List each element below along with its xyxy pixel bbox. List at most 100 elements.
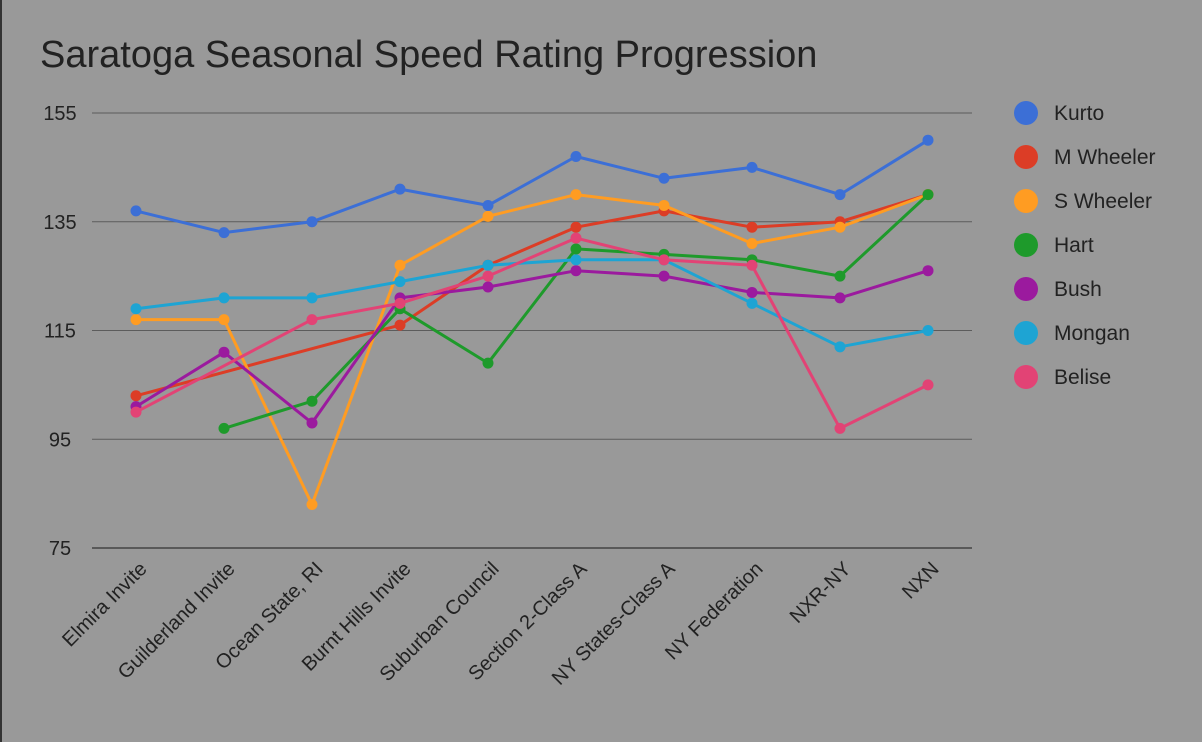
y-axis-ticks: 75 95 115 135 155 [43,103,76,560]
data-point [306,417,318,429]
data-point [218,314,230,326]
data-point [130,205,142,217]
data-point [834,292,846,304]
data-point [482,199,494,211]
y-tick-label: 95 [49,429,71,451]
data-point [218,346,230,358]
data-point [746,238,758,249]
series-line [135,269,929,425]
data-point [482,259,494,271]
data-point [306,292,318,304]
legend-label: Bush [1054,278,1102,301]
data-point [922,265,934,277]
data-point [394,319,406,331]
series-line [135,193,929,398]
x-tick-label: Elmira Invite [58,558,151,651]
data-point [482,210,494,222]
data-point [922,325,934,336]
y-tick-label: 155 [43,103,76,125]
data-point [570,189,582,201]
series-belise [130,232,934,434]
chart-title: Saratoga Seasonal Speed Rating Progressi… [40,34,818,76]
data-point [570,232,582,244]
y-tick-label: 115 [44,321,76,343]
data-point [218,227,230,239]
data-point [746,161,758,173]
series-line [135,258,929,349]
y-tick-label: 135 [43,212,76,234]
legend-label: Hart [1054,234,1094,257]
data-point [482,357,494,369]
x-tick-label: NXN [898,558,943,603]
series-line [135,236,929,430]
legend-swatch [1014,365,1038,389]
data-point [130,314,142,326]
legend-label: S Wheeler [1054,190,1152,213]
legend-swatch [1014,101,1038,125]
legend-item: S Wheeler [1014,189,1152,213]
data-point [922,379,934,391]
data-point [306,314,318,326]
data-point [570,151,582,162]
legend-swatch [1014,321,1038,345]
x-tick-label: NXR-NY [786,558,856,628]
data-point [482,270,494,282]
data-point [306,216,318,228]
data-point [746,259,758,271]
data-point [746,286,758,298]
legend-label: Kurto [1054,102,1104,125]
data-point [658,270,670,282]
data-point [394,297,406,309]
data-point [746,297,758,309]
data-point [394,259,406,271]
series-mongan [130,254,934,353]
legend-item: Hart [1014,233,1094,257]
data-point [394,183,406,195]
legend-label: M Wheeler [1054,146,1156,169]
data-point [834,221,846,233]
data-point [570,265,582,277]
series-line [136,193,929,506]
data-point [570,243,582,255]
data-point [658,172,670,184]
data-point [394,276,406,288]
data-point [834,422,846,434]
data-point [570,254,582,266]
data-point [834,270,846,282]
data-point [922,189,934,201]
data-point [218,292,230,304]
legend: Kurto M Wheeler S Wheeler Hart Bush Mongan Bel… [1014,101,1156,389]
legend-swatch [1014,189,1038,213]
legend-item: Bush [1014,277,1102,301]
data-point [658,254,670,266]
legend-item: M Wheeler [1014,145,1156,169]
legend-label: Mongan [1054,322,1130,345]
data-point [834,341,846,353]
y-tick-label: 75 [49,538,71,560]
data-point [218,422,230,434]
data-point [306,499,318,510]
legend-item: Kurto [1014,101,1104,125]
data-point [130,303,142,315]
data-point [130,390,142,402]
legend-label: Belise [1054,366,1111,389]
data-point [834,189,846,201]
legend-swatch [1014,145,1038,169]
series-bush [130,265,934,429]
data-point [746,221,758,233]
data-point [922,134,934,146]
series-line [135,138,929,235]
data-point [306,395,318,407]
series-s-wheeler [130,189,934,510]
legend-item: Belise [1014,365,1111,389]
legend-swatch [1014,277,1038,301]
data-point [658,199,670,211]
data-point [570,221,582,233]
legend-swatch [1014,233,1038,257]
gridlines [92,112,972,549]
series-lines [130,134,934,510]
series-kurto [130,134,934,239]
